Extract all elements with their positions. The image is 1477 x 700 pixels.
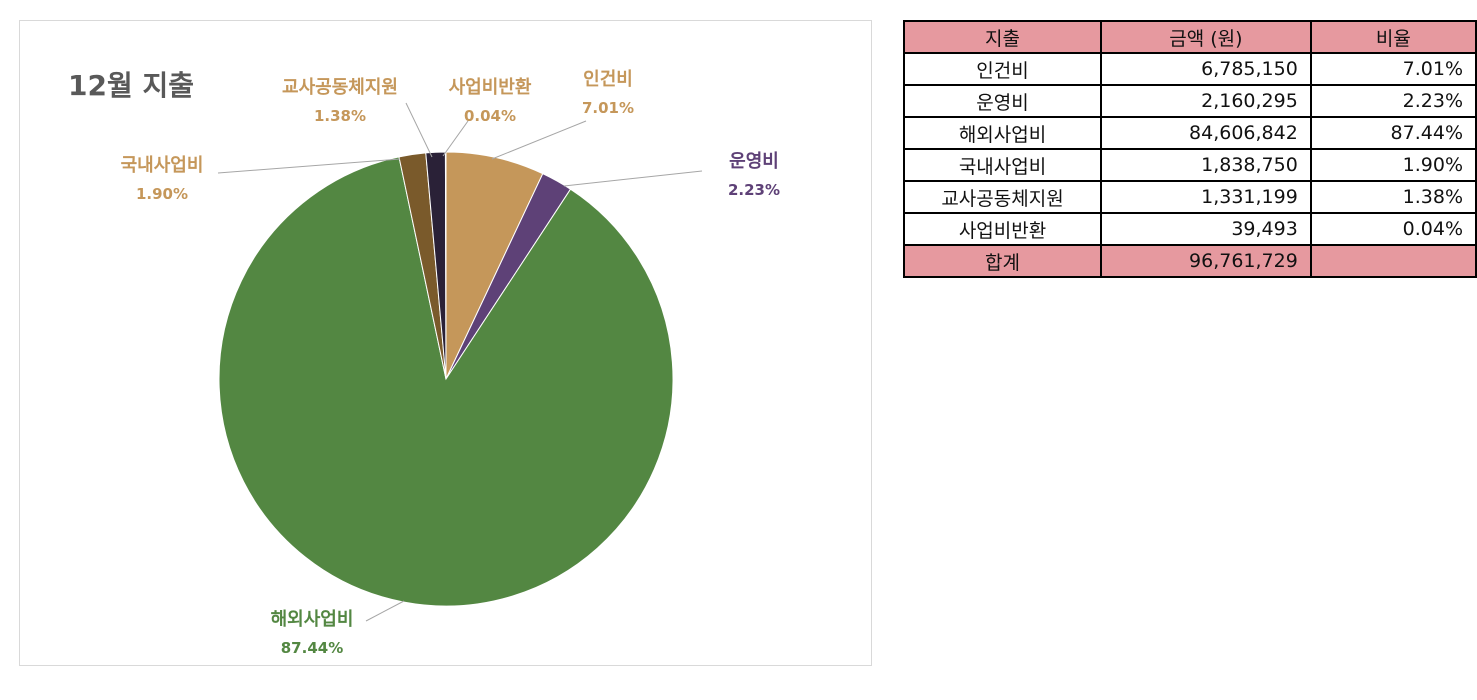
row-ratio: 0.04% [1309,212,1477,246]
pie-slice [218,156,674,607]
pie-chart: 12월 지출 인건비 7.01% 운영비 2.23% 해외사업비 87.44% 국내사업비 1… [19,20,872,666]
row-amount: 1,331,199 [1100,180,1312,214]
slice-percent-label: 1.90% [136,185,188,203]
leader-line [442,120,469,157]
row-amount: 6,785,150 [1100,52,1312,86]
row-amount: 1,838,750 [1100,148,1312,182]
row-amount: 39,493 [1100,212,1312,246]
chart-title: 12월 지출 [68,69,194,102]
leader-line [217,158,401,174]
row-ratio: 7.01% [1309,52,1477,86]
pie-chart-svg: 12월 지출 인건비 7.01% 운영비 2.23% 해외사업비 87.44% 국내사업비 1… [68,69,780,657]
row-ratio: 1.38% [1309,180,1477,214]
row-ratio: 1.90% [1309,148,1477,182]
total-amount: 96,761,729 [1100,244,1312,278]
row-category: 교사공동체지원 [902,180,1103,214]
row-category: 국내사업비 [902,148,1103,182]
table-row: 사업비반환 39,493 0.04% [902,212,1477,246]
header-category: 지출 [902,20,1103,54]
slice-percent-label: 0.04% [464,107,516,125]
row-ratio: 87.44% [1309,116,1477,150]
slice-percent-label: 87.44% [281,639,343,657]
table-header-row: 지출 금액 (원) 비율 [902,20,1477,54]
row-category: 해외사업비 [902,116,1103,150]
total-label: 합계 [902,244,1103,278]
slice-category-label: 인건비 [583,69,633,90]
row-ratio: 2.23% [1309,84,1477,118]
table-row: 해외사업비 84,606,842 87.44% [902,116,1477,150]
leader-line [365,600,405,622]
slice-category-label: 운영비 [729,151,779,172]
row-category: 사업비반환 [902,212,1103,246]
row-amount: 84,606,842 [1100,116,1312,150]
row-amount: 2,160,295 [1100,84,1312,118]
leader-line [563,170,703,187]
pie-slice [444,151,447,380]
slice-percent-label: 7.01% [582,99,634,117]
slice-category-label: 사업비반환 [449,76,532,98]
header-amount: 금액 (원) [1100,20,1312,54]
table-row: 운영비 2,160,295 2.23% [902,84,1477,118]
table-row: 교사공동체지원 1,331,199 1.38% [902,180,1477,214]
table-total-row: 합계 96,761,729 [902,244,1477,278]
slice-category-label: 국내사업비 [121,155,204,176]
total-ratio [1309,244,1477,278]
slice-percent-label: 1.38% [314,107,366,125]
slice-percent-label: 2.23% [728,181,780,199]
slice-category-label: 해외사업비 [271,609,354,630]
expense-table: 지출 금액 (원) 비율 인건비 6,785,150 7.01% 운영비 2,1… [902,20,1477,278]
slice-category-label: 교사공동체지원 [282,77,398,98]
table-row: 국내사업비 1,838,750 1.90% [902,148,1477,182]
leader-line [491,120,587,160]
leader-line [405,102,433,158]
row-category: 인건비 [902,52,1103,86]
row-category: 운영비 [902,84,1103,118]
header-ratio: 비율 [1309,20,1477,54]
table-row: 인건비 6,785,150 7.01% [902,52,1477,86]
